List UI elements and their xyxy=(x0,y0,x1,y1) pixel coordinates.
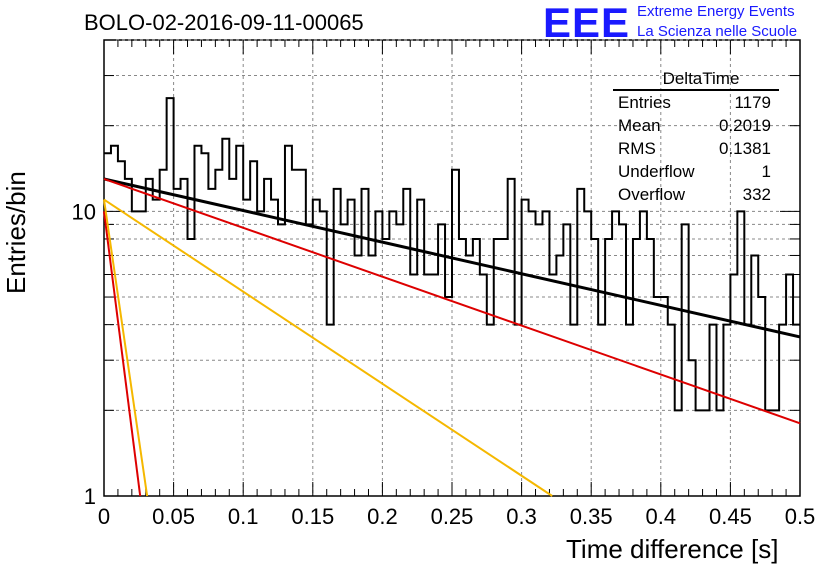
stats-row-rms: RMS 0.1381 xyxy=(613,137,779,160)
fit-curve-1 xyxy=(103,177,801,339)
stats-value: 0.1381 xyxy=(719,139,771,158)
stats-label: Underflow xyxy=(618,162,695,181)
histogram-steps xyxy=(104,97,800,412)
histogram xyxy=(104,97,800,412)
x-tick-label: 0.5 xyxy=(785,504,816,529)
y-tick-label: 10 xyxy=(72,199,96,224)
stats-label: Mean xyxy=(618,116,661,135)
fit-curves xyxy=(103,177,801,497)
stats-value: 1179 xyxy=(734,93,771,112)
y-axis-title: Entries/bin xyxy=(1,171,31,294)
logo-text-line2: La Scienza nelle Scuole xyxy=(637,23,798,40)
x-tick-label: 0.25 xyxy=(431,504,474,529)
fit-curve-3 xyxy=(103,198,553,497)
stats-row-mean: Mean 0.2019 xyxy=(613,114,779,137)
stats-title: DeltaTime xyxy=(613,69,779,91)
eee-logo: EEE xyxy=(543,0,631,46)
axis-ticks xyxy=(103,39,801,496)
stats-row-entries: Entries 1179 xyxy=(613,91,779,114)
x-tick-label: 0.2 xyxy=(367,504,398,529)
x-tick-label: 0.35 xyxy=(570,504,613,529)
stats-label: RMS xyxy=(618,139,656,158)
x-tick-label: 0 xyxy=(98,504,110,529)
x-tick-label: 0.15 xyxy=(291,504,334,529)
y-tick-label: 1 xyxy=(84,484,96,509)
stats-value: 1 xyxy=(761,162,771,181)
x-tick-label: 0.45 xyxy=(709,504,752,529)
logo-text-line1: Extreme Energy Events xyxy=(637,3,795,20)
x-tick-label: 0.3 xyxy=(506,504,537,529)
fit-curve-4 xyxy=(103,211,142,497)
x-tick-label: 0.1 xyxy=(228,504,259,529)
tick-labels: 0 0.05 0.1 0.15 0.2 0.25 0.3 0.35 0.4 0.45 0.5 1 10 xyxy=(72,199,816,529)
x-axis-title: Time difference [s] xyxy=(566,534,779,564)
x-tick-label: 0.4 xyxy=(646,504,677,529)
stats-label: Overflow xyxy=(618,185,686,204)
fit-curve-5 xyxy=(103,199,149,497)
x-tick-label: 0.05 xyxy=(152,504,195,529)
stats-row-underflow: Underflow 1 xyxy=(613,160,779,183)
chart-title: BOLO-02-2016-09-11-00065 xyxy=(84,10,364,35)
stats-row-overflow: Overflow 332 xyxy=(613,183,779,206)
stats-box: DeltaTime Entries 1179 Mean 0.2019 RMS 0… xyxy=(613,69,779,206)
stats-value: 0.2019 xyxy=(719,116,771,135)
fit-curve-2 xyxy=(103,177,801,425)
stats-label: Entries xyxy=(618,93,671,112)
stats-value: 332 xyxy=(742,185,771,204)
